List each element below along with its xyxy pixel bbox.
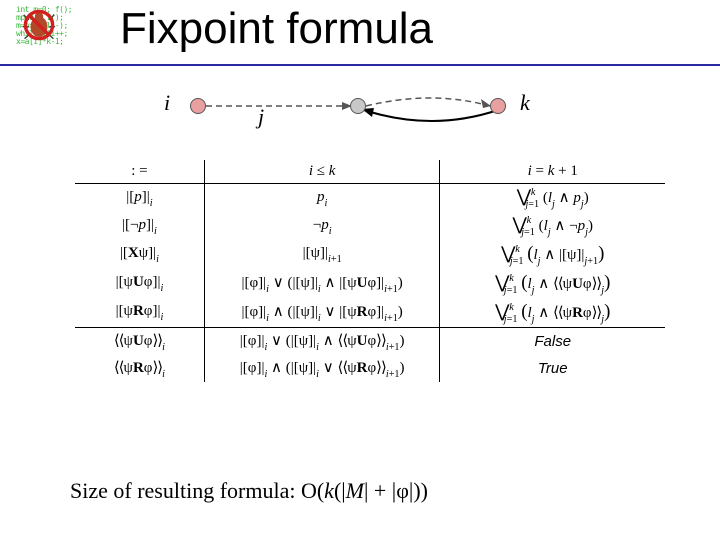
table-row: |[ψUφ]|i |[φ]|i ∨ (|[ψ]|i ∧ |[ψUφ]|i+1) … [75,269,665,298]
definition-table: : = i ≤ k i = k + 1 |[p]|i pi ⋁kj=1 (lj … [75,160,665,382]
table-row: |[Xψ]|i |[ψ]|i+1 ⋁kj=1 (lj ∧ |[ψ]|j+1) [75,240,665,269]
title-word-1: Fixpoint [120,4,274,53]
path-diagram-svg [150,84,560,144]
table-row: |[ψRφ]|i |[φ]|i ∧ (|[ψ]|i ∨ |[ψRφ]|i+1) … [75,298,665,328]
label-k: k [520,90,530,116]
slide-logo: int m=0; f(); mp<0 | f(); m=p>0; l--); w… [16,6,106,48]
node-j [350,98,366,114]
table-row: |[¬p]|i ¬pi ⋁kj=1 (lj ∧ ¬pj) [75,212,665,240]
node-k [490,98,506,114]
table-row: ⟨⟨ψUφ⟩⟩i |[φ]|i ∨ (|[ψ]|i ∧ ⟨⟨ψUφ⟩⟩i+1) … [75,328,665,356]
table-row: ⟨⟨ψRφ⟩⟩i |[φ]|i ∧ (|[ψ]|i ∨ ⟨⟨ψRφ⟩⟩i+1) … [75,355,665,382]
hdr-a: : = [75,160,204,184]
hdr-c: i = k + 1 [440,160,665,184]
true-label: True [538,360,568,377]
title-word-2: formula [286,4,433,53]
hdr-b: i ≤ k [204,160,440,184]
table-header-row: : = i ≤ k i = k + 1 [75,160,665,184]
slide-title: Fixpoint formula [120,4,433,54]
path-diagram: i j k [150,84,560,144]
label-i: i [164,90,170,116]
false-label: False [534,333,571,350]
table-row: |[p]|i pi ⋁kj=1 (lj ∧ pj) [75,184,665,213]
node-i [190,98,206,114]
bug-icon [22,8,56,42]
label-j: j [258,104,264,130]
complexity-text: Size of resulting formula: O(k(|M| + |φ|… [70,478,428,504]
title-underline [0,64,720,66]
